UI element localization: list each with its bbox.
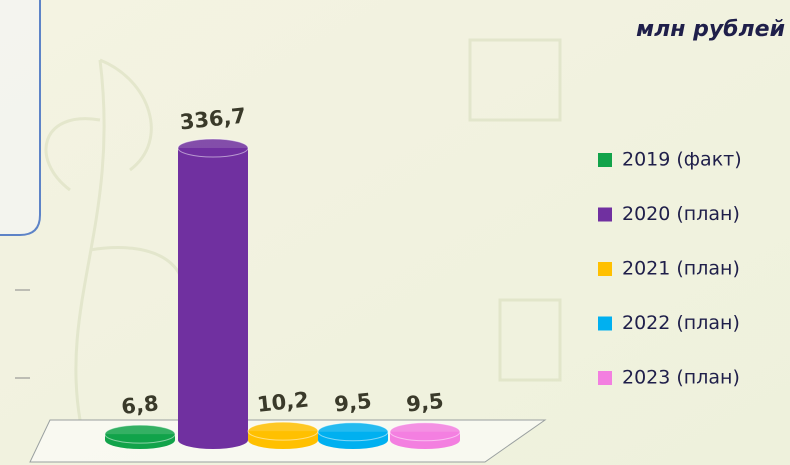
callout-box bbox=[0, 0, 41, 236]
value-label: 9,5 bbox=[333, 389, 373, 417]
bar-top bbox=[177, 138, 249, 158]
legend-label: 2022 (план) bbox=[622, 312, 740, 334]
legend-swatch bbox=[598, 207, 612, 222]
ornament bbox=[44, 38, 562, 421]
legend-swatch bbox=[598, 262, 612, 276]
legend-label: 2023 (план) bbox=[622, 367, 740, 389]
value-label: 10,2 bbox=[256, 388, 310, 417]
legend-swatch bbox=[598, 153, 612, 167]
legend-label: 2020 (план) bbox=[622, 203, 740, 225]
bar-top bbox=[104, 424, 176, 444]
bar-top bbox=[389, 422, 461, 442]
value-label: 6,8 bbox=[120, 391, 160, 419]
unit-label: млн рублей bbox=[636, 17, 785, 42]
bar bbox=[178, 148, 248, 449]
legend-label: 2019 (факт) bbox=[622, 149, 742, 171]
value-label: 9,5 bbox=[405, 389, 445, 417]
bar-top bbox=[247, 421, 319, 441]
legend-label: 2021 (план) bbox=[622, 258, 740, 280]
bar-top bbox=[317, 422, 389, 442]
legend-swatch bbox=[598, 316, 612, 331]
legend-swatch bbox=[598, 371, 612, 385]
